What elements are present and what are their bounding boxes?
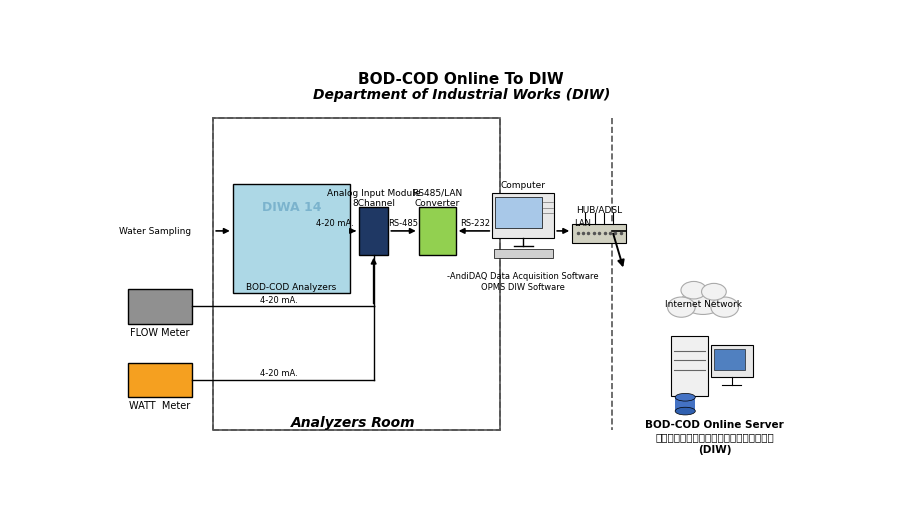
Text: LAN: LAN (574, 218, 591, 228)
Bar (711, 345, 753, 377)
Text: RS-485: RS-485 (388, 218, 418, 228)
Bar (213, 118, 500, 430)
Bar (128, 290, 192, 324)
Text: 4-20 mA.: 4-20 mA. (260, 369, 298, 378)
Bar (418, 207, 455, 255)
Ellipse shape (701, 283, 726, 300)
Text: 8Channel: 8Channel (352, 199, 395, 208)
Text: Analog Input Module: Analog Input Module (327, 189, 420, 198)
Bar (232, 184, 350, 293)
Text: 4-20 mA.: 4-20 mA. (260, 296, 298, 305)
Bar (128, 363, 192, 397)
Text: -AndiDAQ Data Acquisition Software: -AndiDAQ Data Acquisition Software (447, 272, 599, 281)
Bar (572, 224, 626, 243)
Bar (675, 397, 696, 411)
Text: DIWA 14: DIWA 14 (262, 200, 321, 213)
Bar (670, 336, 707, 395)
Text: RS-232: RS-232 (460, 218, 491, 228)
Bar (359, 207, 389, 255)
Bar (714, 349, 745, 370)
Text: Computer: Computer (500, 181, 545, 190)
Text: BOD-COD Online Server: BOD-COD Online Server (645, 420, 784, 430)
Text: กรมโรงงานอุตสาหกรรม: กรมโรงงานอุตสาหกรรม (655, 432, 774, 442)
Text: Internet Network: Internet Network (664, 299, 742, 309)
Text: HUB/ADSL: HUB/ADSL (576, 206, 622, 215)
Ellipse shape (675, 407, 696, 415)
Bar (494, 249, 553, 258)
Bar (213, 118, 500, 430)
Text: BOD-COD Online To DIW: BOD-COD Online To DIW (358, 72, 564, 87)
Text: BOD-COD Analyzers: BOD-COD Analyzers (247, 283, 337, 292)
Text: WATT  Meter: WATT Meter (130, 402, 191, 412)
Text: RS485/LAN: RS485/LAN (412, 189, 463, 198)
Text: (DIW): (DIW) (698, 445, 732, 455)
Ellipse shape (681, 281, 706, 299)
Text: Analyzers Room: Analyzers Room (291, 416, 415, 430)
Text: 4-20 mA.: 4-20 mA. (316, 218, 354, 228)
Ellipse shape (711, 297, 739, 317)
Ellipse shape (668, 297, 695, 317)
Bar (495, 197, 542, 228)
Text: OPMS DIW Software: OPMS DIW Software (482, 283, 565, 292)
Text: Converter: Converter (415, 199, 460, 208)
Text: Department of Industrial Works (DIW): Department of Industrial Works (DIW) (312, 88, 610, 102)
Ellipse shape (681, 288, 724, 315)
Ellipse shape (675, 393, 696, 401)
Text: Water Sampling: Water Sampling (119, 227, 191, 236)
Text: FLOW Meter: FLOW Meter (130, 329, 190, 338)
Bar (492, 193, 554, 238)
